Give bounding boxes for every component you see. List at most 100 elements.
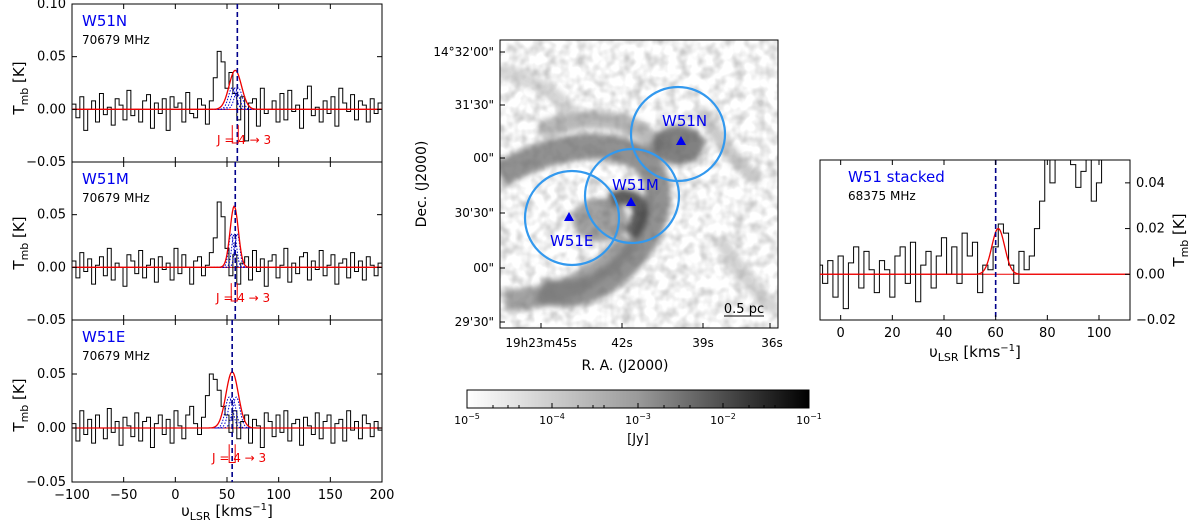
map-xlabel: R. A. (J2000) [581,358,668,374]
ytick-label-0-2: 0.00 [37,102,66,117]
xtick-label-2-4: 100 [266,488,291,503]
ytick-label-0-3: −0.05 [26,155,66,170]
map-ytick-2: 00" [473,151,494,165]
xtick-label-2-6: 200 [370,488,395,503]
xtick-label-3-4: 80 [1039,326,1056,341]
component-1-2 [216,232,258,268]
fit-0 [72,69,382,110]
spectrum-1 [72,201,382,287]
freq-label-stacked: 68375 MHz [848,189,916,203]
map-frame [499,39,779,329]
map-xtick-1: 42s [611,336,633,350]
map-source-label-w51n: W51N [662,112,707,130]
transition-label-w51m: J = 4 → 3 [215,291,270,305]
colorbar-label: [Jy] [627,432,649,447]
fit-1 [72,205,382,268]
stacked-spectrum: 0.04 0.02 0.00 −0.02 0 20 40 60 80 100 W51 stacke… [819,159,1191,364]
panel-label-w51n: W51N [82,12,127,30]
xtick-label-3-1: 20 [884,326,901,341]
w51-map: W51N W51M W51E 0.5 pc 14°32'00" 31'30" 0… [414,39,822,447]
panel-w51e-data [72,320,382,482]
colorbar-tick-0: 10−5 [454,412,480,427]
component-2-2 [215,396,257,429]
svg-text:Tmb [K]: Tmb [K] [10,378,31,432]
component-2-1 [211,396,253,429]
ytick-label-0-1: 0.05 [37,50,66,65]
svg-text:Tmb [K]: Tmb [K] [1170,213,1191,267]
xtick-label-2-1: −50 [110,488,137,503]
ytick-label-1-0: 0.05 [37,208,66,223]
transition-label-w51n: J = 4 → 3 [216,133,271,147]
right-axis-ticks: 0.04 0.02 0.00 −0.02 0 20 40 60 80 100 [837,160,1176,341]
transition-marker-0 [231,125,239,144]
panel-label-w51e: W51E [82,328,125,346]
map-ylabel: Dec. (J2000) [414,141,430,228]
xtick-label-2-0: −100 [54,488,90,503]
panel-label-stacked: W51 stacked [848,168,945,186]
source-marker-w51e [564,212,574,221]
fit-2 [72,371,382,429]
colorbar-tick-3: 10−2 [710,412,736,427]
source-marker-w51n [676,136,686,145]
beam-circle-w51n [629,85,727,183]
ytick-label-2-2: −0.05 [26,475,66,490]
map-xticks [540,323,771,328]
left-axis-ticks: 0.10 0.05 0.00 −0.05 0.05 0.00 −0.05 0.05 0.00 −0… [26,0,394,503]
panel-w51m-data [72,162,382,320]
fit-3 [820,227,1130,275]
colorbar-ticks [466,403,810,408]
scale-bar-label: 0.5 pc [724,302,764,317]
map-source-label-w51e: W51E [550,232,593,250]
freq-label-w51m: 70679 MHz [82,191,150,205]
panel-label-w51m: W51M [82,170,129,188]
ytick-label-2-0: 0.05 [37,367,66,382]
ylabel-w51m: Tmb [K] [10,216,31,270]
left-spectra: 0.10 0.05 0.00 −0.05 0.05 0.00 −0.05 0.05 0.00 −0… [10,0,394,523]
transition-label-w51e: J = 4 → 3 [211,451,266,465]
source-marker-w51m [626,197,636,206]
map-ytick-3: 30'30" [455,206,494,220]
map-ytick-4: 00" [473,261,494,275]
ytick-label-3-3: −0.02 [1136,313,1176,328]
xtick-label-2-3: 50 [219,488,236,503]
spectrum-0 [72,50,382,142]
xtick-label-2-2: 0 [171,488,179,503]
freq-label-w51n: 70679 MHz [82,33,150,47]
ytick-label-3-0: 0.04 [1136,176,1165,191]
ylabel-stacked: Tmb [K] [1170,213,1191,267]
xtick-label-3-0: 0 [837,326,845,341]
ytick-label-3-2: 0.00 [1136,267,1165,282]
xtick-label-3-3: 60 [987,326,1004,341]
map-xtick-3: 36s [761,336,783,350]
component-0-0 [211,87,253,110]
transition-marker-2 [228,444,236,464]
colorbar-tick-4: 10−1 [796,412,822,427]
transition-marker-1 [230,283,238,302]
ytick-label-1-2: −0.05 [26,313,66,328]
freq-label-w51e: 70679 MHz [82,349,150,363]
ytick-label-3-1: 0.02 [1136,222,1165,237]
ylabel-w51n: Tmb [K] [10,61,31,115]
map-xtick-0: 19h23m45s [505,336,576,350]
beam-circle-w51e [523,169,621,267]
panel-frame-stacked [819,159,1131,321]
svg-text:Tmb [K]: Tmb [K] [10,216,31,270]
map-yticks [500,51,505,323]
ytick-label-2-1: 0.00 [37,421,66,436]
map-xtick-2: 39s [692,336,714,350]
svg-text:Tmb [K]: Tmb [K] [10,61,31,115]
beam-circle-w51m [583,147,681,245]
map-ytick-1: 31'30" [455,98,494,112]
map-ytick-0: 14°32'00" [433,45,494,59]
component-0-2 [217,87,260,110]
map-source-label-w51m: W51M [612,176,659,194]
xlabel-stacked: υLSR [kms−1] [929,343,1021,364]
spectrum-3 [820,160,1103,310]
xtick-label-2-5: 150 [318,488,343,503]
panel-stacked-data [820,160,1130,320]
panel-w51n-data [72,4,382,162]
ytick-label-1-1: 0.00 [37,260,66,275]
map-ytick-5: 29'30" [455,315,494,329]
xtick-label-3-2: 40 [936,326,953,341]
